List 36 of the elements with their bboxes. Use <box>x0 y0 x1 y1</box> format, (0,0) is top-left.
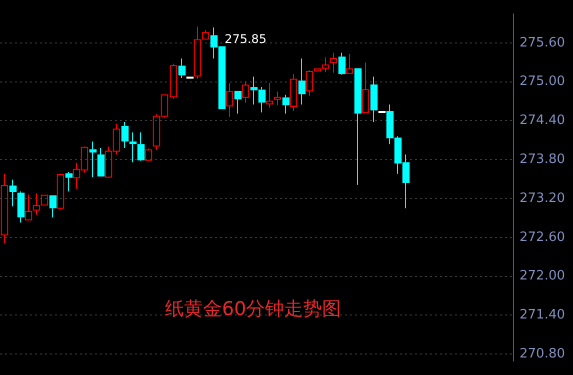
candlestick <box>137 132 145 160</box>
candlestick <box>362 62 370 113</box>
candlestick <box>97 147 105 176</box>
y-tick-label: 272.60 <box>520 230 566 245</box>
candlestick <box>242 80 250 104</box>
candlestick <box>226 82 234 118</box>
y-tick-label: 273.20 <box>520 190 566 206</box>
candlestick <box>274 91 282 106</box>
y-tick-label: 274.40 <box>520 113 566 128</box>
candlestick <box>290 74 298 112</box>
candlestick <box>370 76 378 123</box>
candlestick <box>17 190 25 223</box>
candlestick <box>9 179 17 207</box>
candlestick <box>129 132 137 163</box>
candlestick <box>322 56 330 73</box>
annotation: 275.85 <box>224 32 267 46</box>
candlestick <box>0 173 8 244</box>
y-tick-label: 270.80 <box>520 346 566 362</box>
candlestick <box>354 68 362 186</box>
candlestick <box>178 58 186 78</box>
y-tick-label: 272.00 <box>520 268 566 284</box>
candlestick <box>266 82 274 108</box>
candlestick <box>330 52 338 74</box>
y-tick-label: 271.40 <box>520 308 566 323</box>
y-tick-label: 273.80 <box>520 152 566 168</box>
candlestick <box>121 122 129 148</box>
text: 纸黄金60分钟走势图 <box>165 297 342 322</box>
y-tick-label: 275.60 <box>520 35 566 50</box>
candlestick <box>24 194 32 220</box>
candlestick <box>298 58 306 106</box>
candlestick <box>65 171 73 192</box>
candlestick <box>282 94 290 114</box>
y-tick-label: 275.00 <box>520 74 566 90</box>
candlestick <box>346 53 354 74</box>
candlestick <box>234 90 242 114</box>
candlestick <box>338 52 346 74</box>
